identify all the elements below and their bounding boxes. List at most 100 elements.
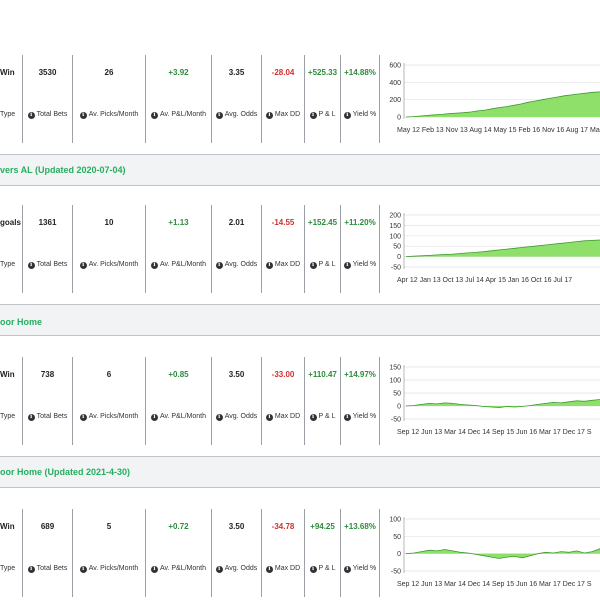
type-value: goals xyxy=(0,218,21,227)
info-icon[interactable]: i xyxy=(150,112,158,119)
section-title-3[interactable]: oor Home xyxy=(0,317,43,327)
picks-month-value: 5 xyxy=(106,522,112,531)
info-icon[interactable]: i xyxy=(79,112,87,119)
info-icon[interactable]: i xyxy=(265,112,273,119)
strategy-row: Win Type 738 i Total Bets 6 i Av. Picks/Month +0… xyxy=(0,357,600,447)
pl-month-value: +0.72 xyxy=(168,522,189,531)
info-icon[interactable]: i xyxy=(343,262,351,269)
info-icon[interactable]: i xyxy=(265,414,273,421)
avg-odds-label-text: Avg. Odds xyxy=(224,111,258,118)
pl-chart[interactable]: 600 400 200 0 xyxy=(380,55,600,125)
cell-pl-month: +0.85 i Av. P&L/Month xyxy=(146,357,212,445)
total-bets-label: i Total Bets xyxy=(23,111,72,119)
type-value: Win xyxy=(0,522,15,531)
pl-label-text: P & L xyxy=(318,565,336,572)
type-label: Type xyxy=(0,413,22,420)
x-axis-labels: Sep 12 Jun 13 Mar 14 Dec 14 Sep 15 Jun 1… xyxy=(397,581,592,588)
info-icon[interactable]: i xyxy=(215,262,223,269)
pl-value: +110.47 xyxy=(308,370,337,379)
info-icon[interactable]: i xyxy=(150,566,158,573)
total-bets-label: i Total Bets xyxy=(23,565,72,573)
section-title-4[interactable]: oor Home (Updated 2021-4-30) xyxy=(0,467,131,477)
picks-month-value: 6 xyxy=(106,370,112,379)
yield-label-text: Yield % xyxy=(352,261,377,268)
max-dd-label-text: Max DD xyxy=(274,261,301,268)
avg-odds-value: 3.35 xyxy=(228,68,245,77)
max-dd-label: i Max DD xyxy=(262,261,304,269)
info-icon[interactable]: i xyxy=(150,414,158,421)
avg-odds-label: i Avg. Odds xyxy=(212,111,261,119)
info-icon[interactable]: i xyxy=(215,112,223,119)
y-tick-label: 200 xyxy=(389,213,401,220)
cell-max-dd: -28.04 i Max DD xyxy=(262,55,305,143)
max-dd-value: -34.78 xyxy=(271,522,295,531)
max-dd-label-text: Max DD xyxy=(274,565,301,572)
strategy-row: goals Type 1361 i Total Bets 10 i Av. Picks/Mon… xyxy=(0,205,600,295)
info-icon[interactable]: i xyxy=(215,414,223,421)
pl-month-label: i Av. P&L/Month xyxy=(146,261,211,269)
cell-max-dd: -34.78 i Max DD xyxy=(262,509,305,597)
info-icon[interactable]: i xyxy=(79,566,87,573)
strategy-row: Win Type 3530 i Total Bets 26 i Av. Picks/Month… xyxy=(0,55,600,145)
info-icon[interactable]: i xyxy=(265,262,273,269)
cell-yield: +13.68% i Yield % xyxy=(341,509,380,597)
section-header-band xyxy=(0,154,600,186)
type-value: Win xyxy=(0,370,15,379)
total-bets-label-text: Total Bets xyxy=(36,261,68,268)
pl-month-label-text: Av. P&L/Month xyxy=(159,413,207,420)
picks-month-label: i Av. Picks/Month xyxy=(73,413,145,421)
avg-odds-label-text: Avg. Odds xyxy=(224,261,258,268)
pl-chart[interactable]: 200 150 100 50 0 -50 xyxy=(380,205,600,275)
x-axis-labels: May 12 Feb 13 Nov 13 Aug 14 May 15 Feb 1… xyxy=(397,127,600,134)
info-icon[interactable]: i xyxy=(343,112,351,119)
info-icon[interactable]: i xyxy=(27,414,35,421)
pl-line xyxy=(405,91,600,118)
pl-value: +525.33 xyxy=(307,68,338,77)
pl-month-label: i Av. P&L/Month xyxy=(146,413,211,421)
section-title-2[interactable]: vers AL (Updated 2020-07-04) xyxy=(0,165,126,175)
y-tick-label: 150 xyxy=(389,365,401,372)
cell-pl: +94.25 i P & L xyxy=(305,509,341,597)
pl-line xyxy=(405,548,600,559)
max-dd-value: -14.55 xyxy=(271,218,295,227)
info-icon[interactable]: i xyxy=(343,566,351,573)
avg-odds-label: i Avg. Odds xyxy=(212,565,261,573)
total-bets-label-text: Total Bets xyxy=(36,111,68,118)
pl-month-label-text: Av. P&L/Month xyxy=(159,111,207,118)
type-label-text: Type xyxy=(0,413,16,420)
cell-pl: +110.47 i P & L xyxy=(305,357,341,445)
info-icon[interactable]: i xyxy=(27,112,35,119)
pl-chart[interactable]: 150 100 50 0 -50 xyxy=(380,357,600,427)
info-icon[interactable]: i xyxy=(309,566,317,573)
info-icon[interactable]: i xyxy=(150,262,158,269)
yield-value: +13.68% xyxy=(344,522,376,531)
strategy-row: Win Type 689 i Total Bets 5 i Av. Picks/Month +0… xyxy=(0,509,600,599)
y-tick-label: 200 xyxy=(389,97,401,104)
cell-pl-month: +1.13 i Av. P&L/Month xyxy=(146,205,212,293)
info-icon[interactable]: i xyxy=(309,112,317,119)
yield-value: +11.20% xyxy=(344,218,376,227)
x-axis-labels: Sep 12 Jun 13 Mar 14 Dec 14 Sep 15 Jun 1… xyxy=(397,429,592,436)
info-icon[interactable]: i xyxy=(27,566,35,573)
yield-label-text: Yield % xyxy=(352,565,377,572)
info-icon[interactable]: i xyxy=(215,566,223,573)
cell-max-dd: -33.00 i Max DD xyxy=(262,357,305,445)
avg-odds-value: 3.50 xyxy=(228,370,245,379)
y-tick-label: 0 xyxy=(397,115,401,122)
info-icon[interactable]: i xyxy=(79,414,87,421)
info-icon[interactable]: i xyxy=(309,262,317,269)
info-icon[interactable]: i xyxy=(27,262,35,269)
total-bets-label-text: Total Bets xyxy=(36,565,68,572)
info-icon[interactable]: i xyxy=(343,414,351,421)
avg-odds-label: i Avg. Odds xyxy=(212,413,261,421)
pl-value: +94.25 xyxy=(310,522,335,531)
max-dd-value: -28.04 xyxy=(271,68,295,77)
picks-month-label-text: Av. Picks/Month xyxy=(88,111,139,118)
info-icon[interactable]: i xyxy=(79,262,87,269)
info-icon[interactable]: i xyxy=(309,414,317,421)
info-icon[interactable]: i xyxy=(265,566,273,573)
y-tick-label: 50 xyxy=(393,391,401,398)
avg-odds-value: 3.50 xyxy=(228,522,245,531)
y-tick-label: 0 xyxy=(397,404,401,411)
pl-chart[interactable]: 100 50 0 -50 xyxy=(380,509,600,579)
